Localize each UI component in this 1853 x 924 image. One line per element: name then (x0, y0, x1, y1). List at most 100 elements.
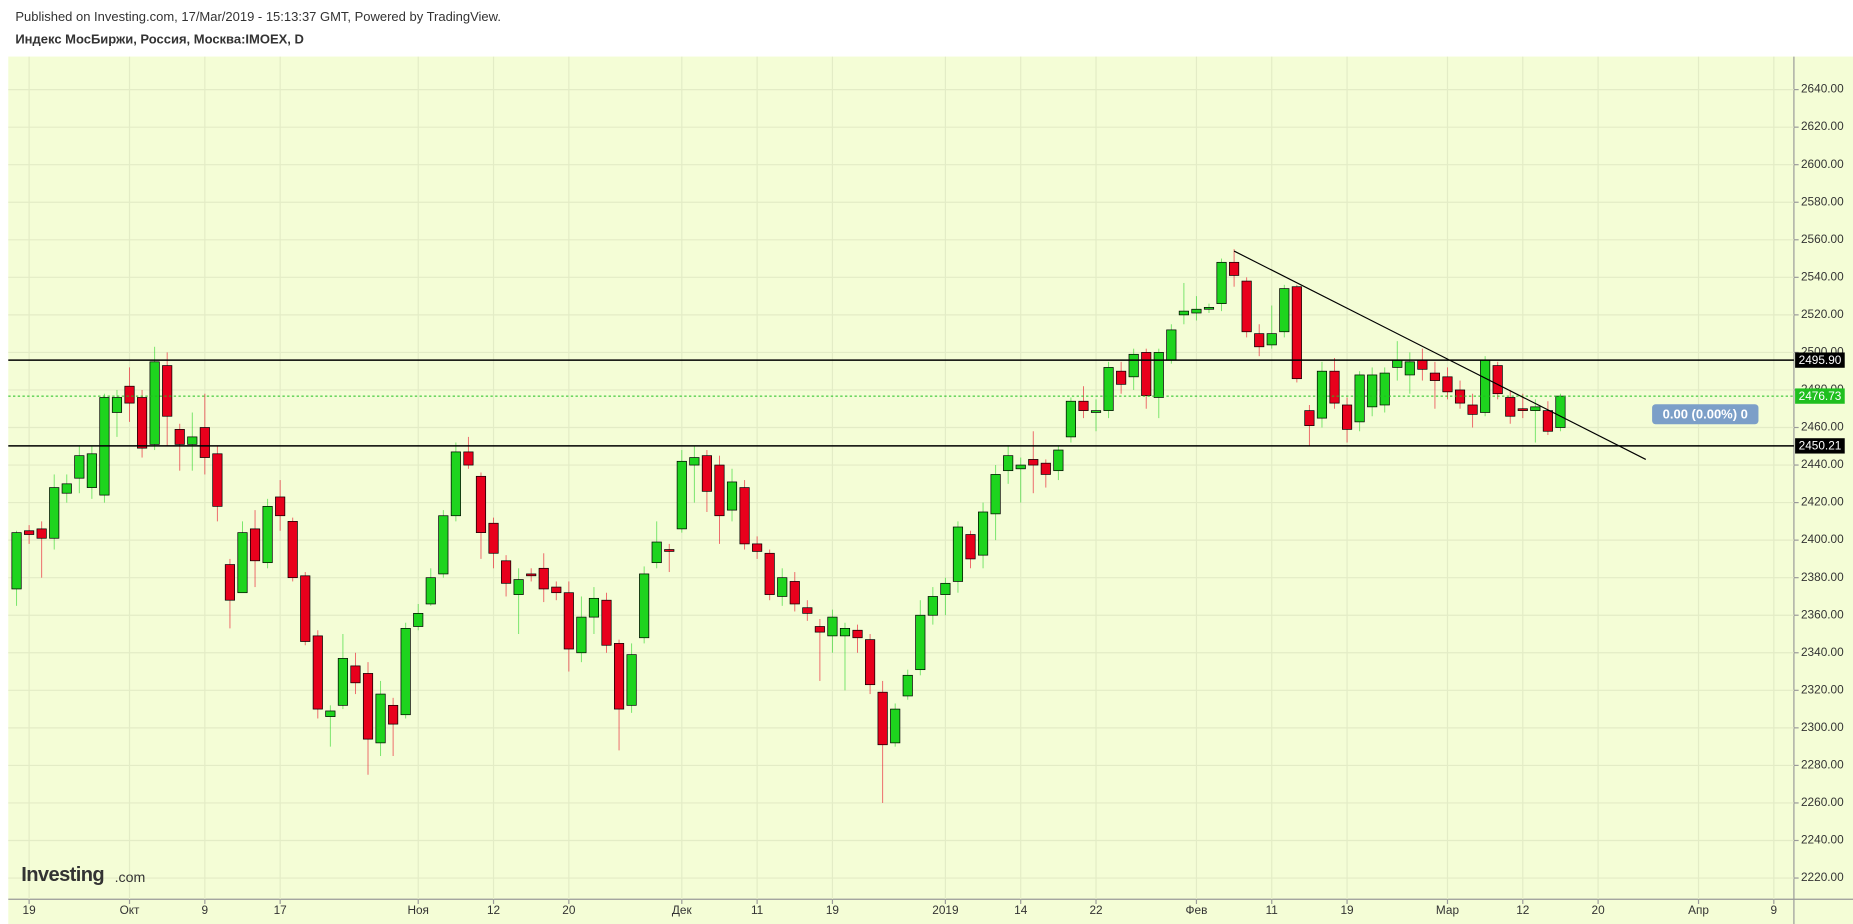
candle-body (1279, 288, 1290, 333)
candle-body (212, 453, 223, 507)
x-tick-label: 20 (1592, 903, 1606, 917)
candle-body (337, 658, 348, 706)
candle-body (739, 487, 750, 545)
candle-body (1492, 365, 1503, 395)
logo-brand: Investing (21, 864, 104, 886)
x-tick-label: Мар (1436, 903, 1460, 917)
candle-body (513, 579, 524, 595)
candle-body (538, 567, 549, 590)
candle-body (1530, 406, 1541, 411)
x-tick-label: 19 (23, 903, 36, 917)
price-tag-label: 2476.73 (1799, 389, 1842, 403)
candle-body (275, 496, 286, 517)
y-tick-label: 2620.00 (1801, 119, 1844, 133)
candle-body (1003, 455, 1014, 472)
x-tick-label: Ноя (407, 903, 428, 917)
y-tick-label: 2260.00 (1801, 795, 1844, 809)
price-axis (1793, 56, 1853, 900)
candle-body (1229, 261, 1240, 276)
y-tick-label: 2560.00 (1801, 232, 1844, 246)
x-tick-label: 12 (1516, 903, 1529, 917)
candle-body (1467, 404, 1478, 415)
candle-body (551, 586, 562, 594)
candle-body (664, 549, 675, 552)
price-tag-label: 2495.90 (1799, 353, 1842, 367)
candle-body (501, 560, 512, 584)
candle-body (902, 674, 913, 697)
x-tick-label: Окт (120, 903, 140, 917)
y-tick-label: 2420.00 (1801, 495, 1844, 509)
candle-body (111, 397, 123, 413)
candle-body (814, 626, 825, 633)
candle-body (1153, 352, 1164, 398)
candle-body (1116, 370, 1127, 385)
y-tick-label: 2540.00 (1801, 269, 1844, 283)
candle-body (1329, 370, 1340, 404)
candle-body (450, 451, 461, 517)
candle-body (827, 616, 838, 637)
candle-body (927, 596, 938, 616)
candle-body (375, 693, 386, 744)
candle-body (651, 541, 662, 564)
candle-body (764, 552, 775, 595)
candle-body (1191, 308, 1202, 314)
candle-body (1291, 286, 1302, 380)
candle-body (61, 483, 72, 494)
candle-body (1517, 408, 1528, 411)
y-tick-label: 2360.00 (1801, 607, 1844, 621)
candle-body (24, 530, 35, 535)
candle-body (626, 654, 637, 706)
y-tick-label: 2300.00 (1801, 720, 1844, 734)
candle-body (1028, 459, 1039, 466)
candle-body (1203, 307, 1215, 310)
time-axis (8, 899, 1853, 924)
candle-body (952, 526, 964, 582)
candle-body (388, 704, 399, 725)
candle-body (237, 532, 248, 594)
candle-body (639, 573, 650, 639)
price-tag (1795, 388, 1845, 404)
x-tick-label: 11 (751, 903, 763, 917)
candle-body (312, 635, 323, 710)
candle-body (789, 581, 800, 605)
x-tick-label: 9 (202, 903, 209, 917)
x-tick-label: Фев (1186, 903, 1208, 917)
candle-body (36, 528, 47, 539)
candle-body (601, 599, 612, 646)
candle-body (199, 427, 210, 458)
candle-body (1555, 395, 1566, 428)
candle-body (1354, 374, 1365, 423)
price-tag (1795, 438, 1845, 454)
candle-body (187, 436, 198, 445)
x-tick-label: 20 (562, 903, 576, 917)
candle-body (1053, 449, 1064, 472)
x-tick-label: 2019 (932, 903, 958, 917)
candle-body (413, 612, 424, 627)
candle-body (1040, 462, 1051, 475)
candle-body (877, 691, 888, 746)
candle-body (701, 455, 712, 492)
price-tag-label: 2450.21 (1799, 439, 1842, 453)
candle-body (852, 629, 863, 639)
candle-body (224, 564, 236, 601)
candle-body (300, 575, 311, 642)
candle-body (425, 577, 436, 605)
x-tick-label: 12 (487, 903, 500, 917)
candle-body (865, 639, 876, 686)
candle-body (965, 534, 976, 560)
candle-body (1342, 404, 1353, 430)
x-tick-label: Дек (672, 903, 693, 917)
y-tick-label: 2600.00 (1801, 157, 1844, 171)
candle-body (1178, 310, 1189, 316)
candle-body (526, 573, 537, 577)
change-tag (1652, 404, 1759, 425)
instrument-text: Индекс МосБиржи, Россия, Москва:IMOEX, D (15, 32, 304, 47)
candle-body (802, 607, 813, 614)
candle-body (777, 577, 788, 597)
y-tick-label: 2440.00 (1801, 457, 1844, 471)
y-tick-label: 2520.00 (1801, 307, 1844, 321)
candle-body (588, 597, 600, 618)
candle-body (438, 515, 449, 575)
candle-body (613, 643, 625, 710)
candle-body (1542, 410, 1553, 432)
